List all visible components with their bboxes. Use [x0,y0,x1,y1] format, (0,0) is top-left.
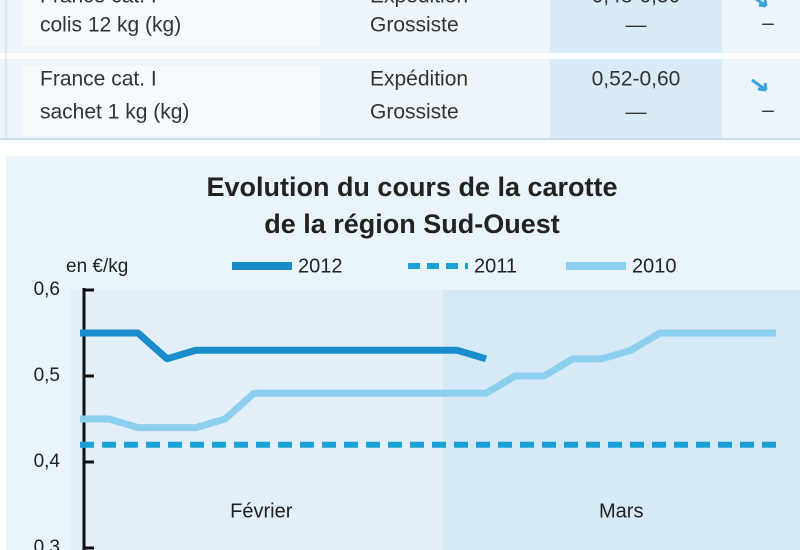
trend-arrow [755,0,768,8]
series-line [80,329,776,432]
table-cell: colis 12 kg (kg) [40,14,181,37]
price-column [550,0,722,140]
chart-title: de la région Sud-Ouest [264,209,560,239]
y-tick-label: 0,5 [34,365,60,386]
table-cell: Grossiste [370,14,459,37]
table-cell: France cat. I [40,68,157,91]
y-axis-label: en €/kg [66,256,128,277]
chart-title: Evolution du cours de la carotte [206,172,617,202]
y-tick-label: 0,4 [34,451,61,472]
table-cell: — [626,101,647,124]
cell [22,66,320,136]
table-cell: 0,52-0,60 [592,68,681,91]
legend-label: 2011 [474,255,517,277]
table-cell: Grossiste [370,101,459,124]
x-tick-label: Mars [599,500,643,522]
table-cell: Expédition [370,0,468,8]
cell [22,0,320,46]
y-tick-label: 0,6 [34,279,60,300]
table-cell: sachet 1 kg (kg) [40,101,189,124]
table-cell: France cat. I [40,0,157,8]
legend-label: 2010 [632,255,677,277]
y-tick-label: 0,3 [34,537,60,550]
table-cell: — [626,14,647,37]
x-tick-label: Février [230,500,293,522]
trend-cell: – [762,12,774,35]
trend-cell: – [762,99,774,122]
series-line [80,329,487,363]
table-cell: Expédition [370,68,468,91]
trend-arrow [751,78,768,92]
legend-label: 2012 [298,255,343,277]
table-cell: 0,48-0,50 [592,0,681,8]
